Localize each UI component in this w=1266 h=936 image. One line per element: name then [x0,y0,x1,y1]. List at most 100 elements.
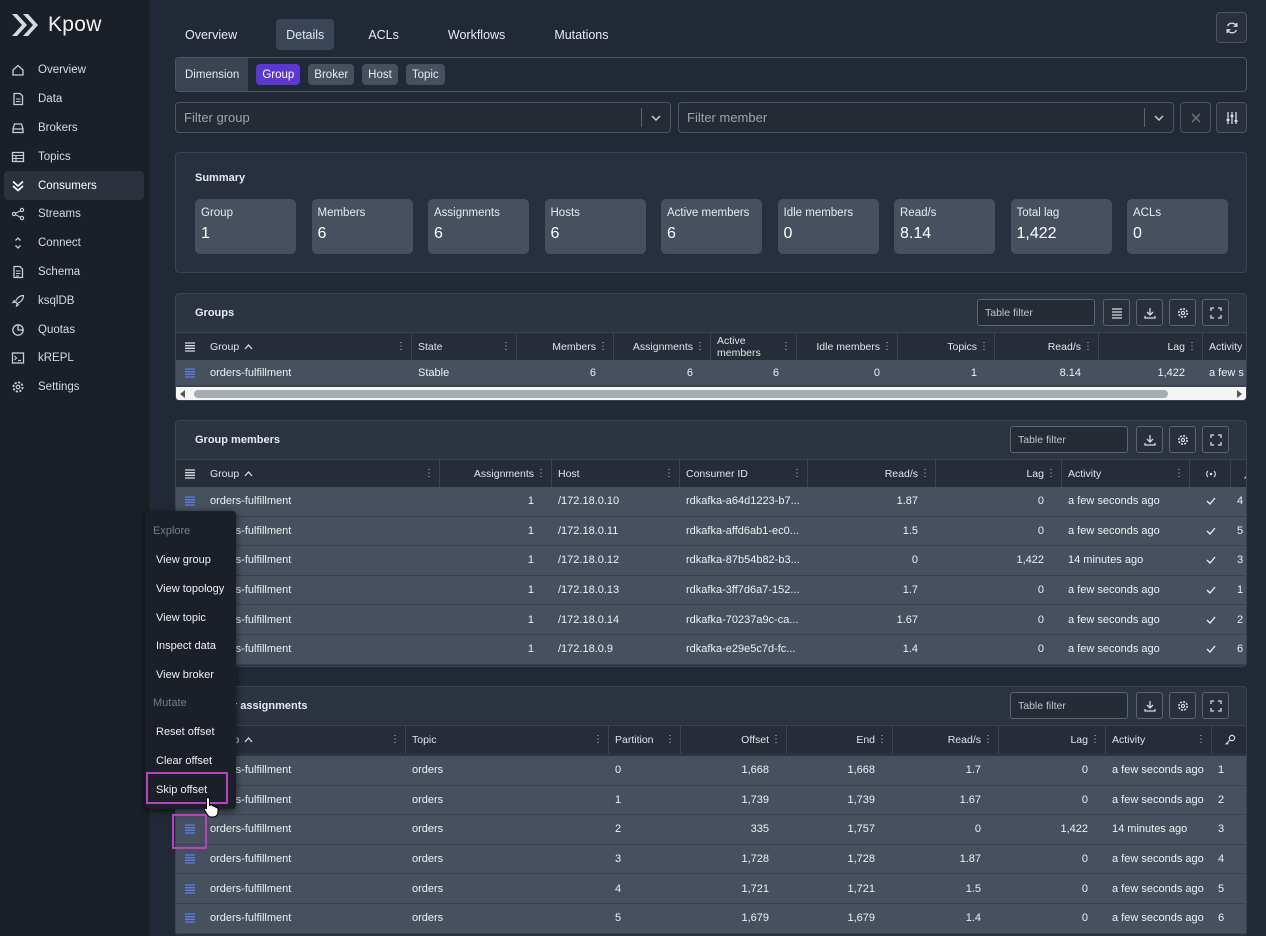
column-header-activity[interactable]: Activity ⋮ [1062,459,1190,488]
sort-ascending-icon[interactable] [239,468,253,480]
table-row[interactable]: orders-fulfillment 1/172.18.0.13 rdkafka-3… [176,575,1246,606]
sidebar-item-data[interactable]: Data [4,85,144,114]
column-menu-icon[interactable]: ⋮ [665,733,675,745]
table-row[interactable]: orders-fulfillment orders 5 1,679 1,679 1.4 0 a… [176,904,1246,934]
row-menu-icon[interactable] [176,913,204,923]
sort-ascending-icon[interactable] [239,341,253,353]
column-header-state[interactable]: State ⋮ [412,332,517,361]
column-menu-icon[interactable]: ⋮ [1046,467,1056,479]
column-menu-icon[interactable]: ⋮ [536,467,546,479]
column-menu-icon[interactable]: ⋮ [1174,467,1184,479]
column-menu-icon[interactable]: ⋮ [792,467,802,479]
column-header-activity[interactable]: Activity ⋮ [1106,725,1212,754]
dimension-option-group[interactable]: Group [256,64,301,85]
column-menu-icon[interactable]: ⋮ [1187,340,1197,352]
row-menu-icon[interactable] [176,496,204,506]
menu-item-inspect-data[interactable]: Inspect data [156,640,216,653]
download-button[interactable] [1136,299,1163,326]
fullscreen-button[interactable] [1202,692,1229,719]
sidebar-item-settings[interactable]: Settings [4,373,144,402]
column-header-assignments[interactable]: Assignments ⋮ [440,459,552,488]
column-header-lag[interactable]: Lag ⋮ [936,459,1062,488]
row-menu-icon[interactable] [176,824,204,835]
settings-button[interactable] [1169,692,1196,719]
columns-button[interactable] [1103,299,1130,326]
table-row[interactable]: orders-fulfillment orders 4 1,721 1,721 1.5 0 a… [176,874,1246,904]
column-menu-icon[interactable]: ⋮ [390,733,400,745]
download-button[interactable] [1136,692,1163,719]
column-header-members[interactable]: Members ⋮ [517,332,614,361]
filter-group-select[interactable]: Filter group [175,102,671,133]
column-header-lag[interactable]: Lag ⋮ [999,725,1106,754]
column-header-end[interactable]: End ⋮ [787,725,893,754]
sidebar-item-brokers[interactable]: Brokers [4,114,144,143]
dimension-option-host[interactable]: Host [362,64,398,85]
filter-member-select[interactable]: Filter member [678,102,1174,133]
key-icon[interactable] [1212,726,1246,754]
filter-settings-button[interactable] [1216,102,1247,133]
column-menu-icon[interactable]: ⋮ [593,733,603,745]
column-header-read-s[interactable]: Read/s ⋮ [995,332,1099,361]
menu-item-clear-offset[interactable]: Clear offset [156,754,213,767]
sidebar-item-schema[interactable]: Schema [4,258,144,287]
column-header-group[interactable]: Group ⋮ [204,332,412,361]
table-row[interactable]: orders-fulfillment orders 1 1,739 1,739 1.67 0… [176,785,1246,816]
column-menu-icon[interactable]: ⋮ [771,733,781,745]
column-menu-icon[interactable]: ⋮ [598,340,608,352]
sidebar-item-topics[interactable]: Topics [4,142,144,171]
column-menu-icon[interactable]: ⋮ [920,467,930,479]
column-header-activity[interactable]: Activity [1203,333,1246,361]
sidebar-item-connect[interactable]: Connect [4,229,144,258]
column-header-host[interactable]: Host ⋮ [552,459,680,488]
column-menu-icon[interactable]: ⋮ [501,340,511,352]
clear-filter-button[interactable] [1180,102,1211,133]
chevron-down-icon[interactable] [642,114,670,121]
column-header-topics[interactable]: Topics ⋮ [898,332,995,361]
scroll-right-icon[interactable] [1235,390,1243,398]
column-header-consumer-id[interactable]: Consumer ID ⋮ [680,459,808,488]
column-menu-icon[interactable]: ⋮ [877,733,887,745]
column-header-idle-members[interactable]: Idle members ⋮ [797,332,898,361]
refresh-button[interactable] [1216,12,1247,43]
key-icon[interactable] [1231,460,1246,488]
menu-item-view-topic[interactable]: View topic [156,611,206,624]
column-menu-icon[interactable]: ⋮ [781,340,791,352]
download-button[interactable] [1136,426,1163,453]
sidebar-item-streams[interactable]: Streams [4,200,144,229]
dimension-option-topic[interactable]: Topic [405,64,445,85]
row-menu-header-icon[interactable] [176,468,204,479]
column-menu-icon[interactable]: ⋮ [979,340,989,352]
members-table-filter[interactable]: Table filter [1010,426,1128,453]
table-row[interactable]: orders-fulfillment 1/172.18.0.11 rdkafka-a… [176,516,1246,547]
column-header-lag[interactable]: Lag ⋮ [1099,332,1203,361]
column-header-read-s[interactable]: Read/s ⋮ [808,459,936,488]
chevron-down-icon[interactable] [1145,114,1173,121]
menu-item-skip-offset[interactable]: Skip offset [156,783,208,796]
column-header-assignments[interactable]: Assignments ⋮ [614,332,711,361]
table-row[interactable]: orders-fulfillment Stable 6 6 6 0 1 8.14 1,422 a … [176,360,1246,386]
menu-item-reset-offset[interactable]: Reset offset [156,726,215,738]
column-menu-icon[interactable]: ⋮ [664,467,674,479]
column-header-partition[interactable]: Partition ⋮ [609,725,681,754]
column-menu-icon[interactable]: ⋮ [1083,340,1093,352]
row-menu-header-icon[interactable] [176,341,204,352]
column-menu-icon[interactable]: ⋮ [424,467,434,479]
tab-mutations[interactable]: Mutations [554,27,609,42]
tab-acls[interactable]: ACLs [368,27,399,42]
table-row[interactable]: orders-fulfillment orders 2 335 1,757 0 1,422 1… [176,815,1246,845]
table-row[interactable]: orders-fulfillment 1/172.18.0.14 rdkafka-7… [176,605,1246,635]
broadcast-icon[interactable] [1190,459,1231,488]
column-menu-icon[interactable]: ⋮ [396,340,406,352]
column-menu-icon[interactable]: ⋮ [1196,733,1206,745]
menu-item-view-broker[interactable]: View broker [156,669,214,682]
column-menu-icon[interactable]: ⋮ [695,340,705,352]
table-row[interactable]: orders-fulfillment 1/172.18.0.9 rdkafka-e2… [176,635,1246,665]
assignments-table-filter[interactable]: Table filter [1010,692,1128,719]
sort-ascending-icon[interactable] [239,734,253,746]
groups-horizontal-scrollbar[interactable] [176,386,1246,400]
scroll-left-icon[interactable] [179,390,187,398]
row-menu-icon[interactable] [176,884,204,894]
table-row[interactable]: orders-fulfillment 1/172.18.0.10 rdkafka-a… [176,487,1246,517]
column-header-offset[interactable]: Offset ⋮ [681,725,787,754]
row-menu-icon[interactable] [176,854,204,864]
